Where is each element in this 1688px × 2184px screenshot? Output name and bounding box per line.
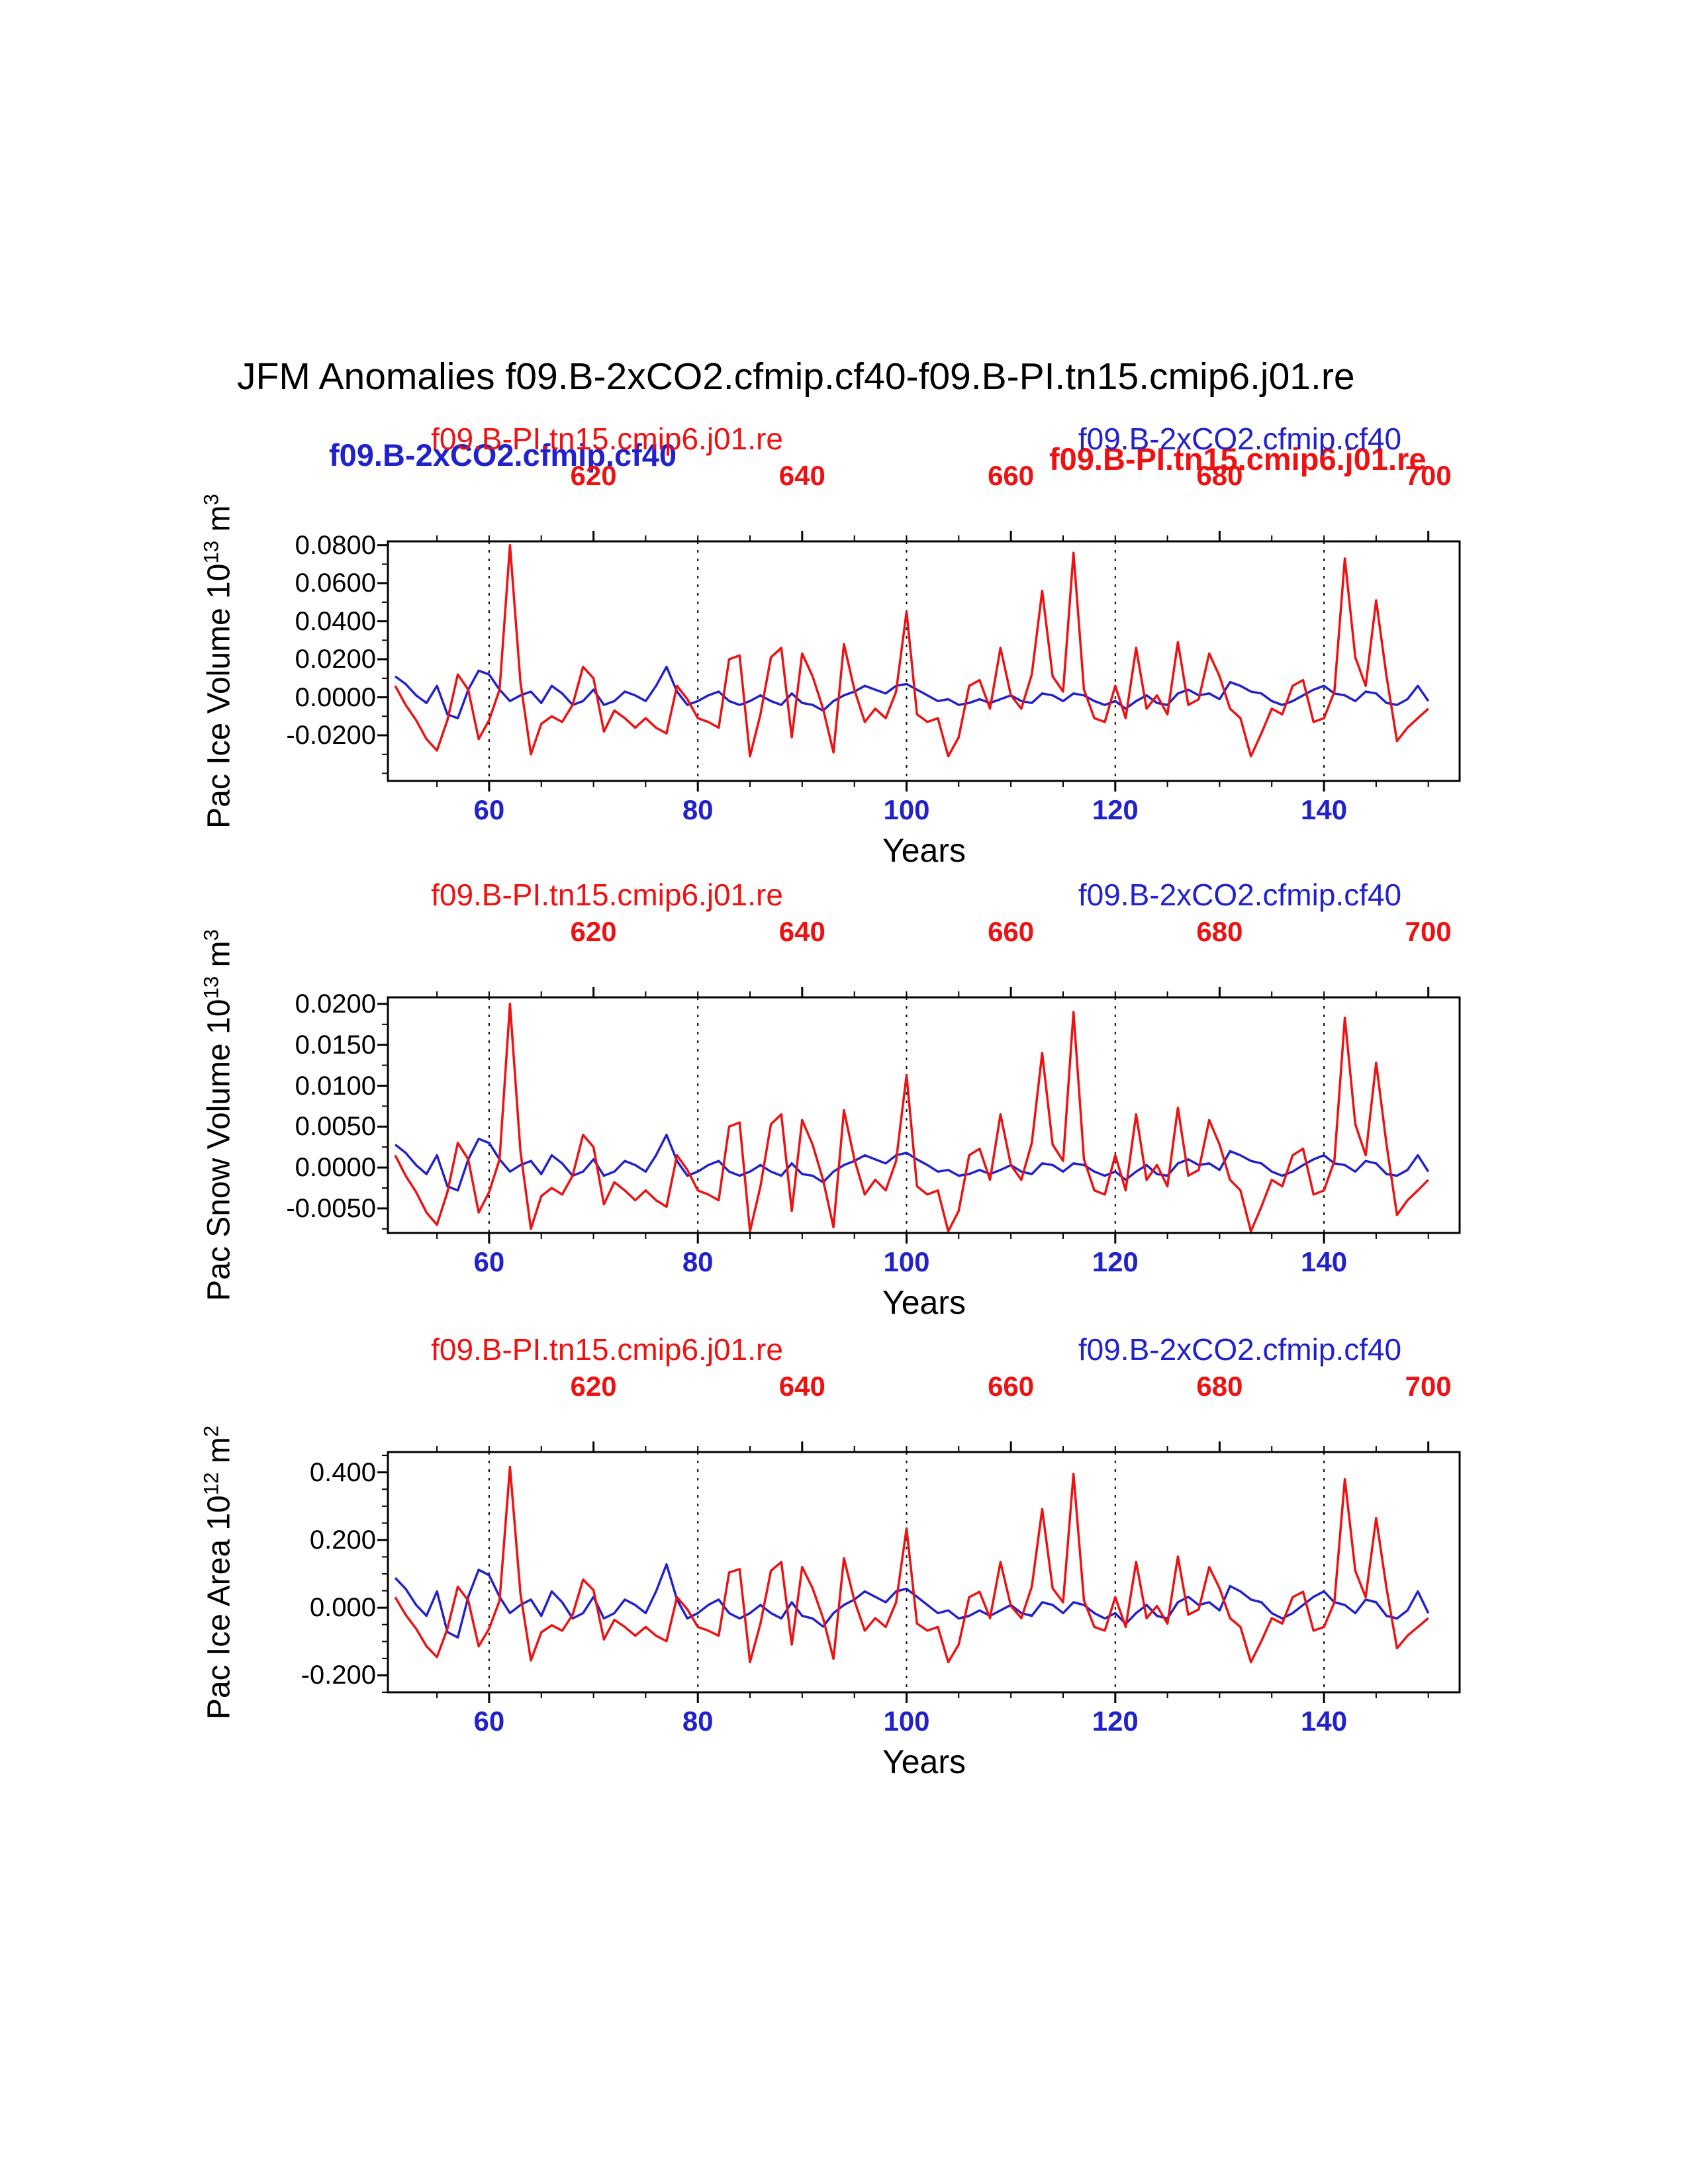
series-line-red bbox=[394, 1465, 1429, 1664]
overlay-label-2xco2-bold: f09.B-2xCO2.cfmip.cf40 bbox=[329, 437, 677, 473]
x-tick-label-bottom: 60 bbox=[473, 1706, 505, 1737]
x-tick-label-bottom: 60 bbox=[473, 1246, 505, 1277]
series-label-red-panel3: f09.B-PI.tn15.cmip6.j01.re bbox=[431, 1332, 783, 1367]
x-tick-label-top: 700 bbox=[1405, 460, 1452, 491]
series-line-red bbox=[394, 543, 1429, 758]
x-axis-label-panel3: Years bbox=[882, 1743, 966, 1780]
y-axis-label-unit-exponent: 3 bbox=[199, 494, 223, 506]
y-tick-label: 0.0000 bbox=[295, 682, 376, 712]
x-tick-label-bottom: 140 bbox=[1301, 794, 1348, 825]
y-tick-label: 0.0400 bbox=[295, 606, 376, 636]
series-line-blue bbox=[394, 1133, 1430, 1192]
series-label-red-panel1: f09.B-PI.tn15.cmip6.j01.re bbox=[431, 422, 783, 456]
x-tick-label-top: 680 bbox=[1196, 1371, 1243, 1402]
x-tick-label-bottom: 140 bbox=[1301, 1246, 1348, 1277]
y-axis-label-unit-exponent: 2 bbox=[199, 1425, 223, 1437]
y-tick-label: 0.0200 bbox=[295, 989, 376, 1019]
x-tick-label-top: 620 bbox=[570, 1371, 617, 1402]
x-tick-label-bottom: 80 bbox=[682, 1246, 714, 1277]
overlay-label-pi-bold: f09.B-PI.tn15.cmip6.j01.re bbox=[1049, 441, 1427, 477]
x-tick-label-top: 660 bbox=[988, 1371, 1035, 1402]
x-tick-label-bottom: 80 bbox=[682, 794, 714, 825]
y-tick-label: 0.000 bbox=[309, 1593, 376, 1623]
x-tick-label-top: 620 bbox=[570, 916, 617, 947]
plot-box bbox=[387, 540, 1461, 782]
x-tick-label-bottom: 120 bbox=[1092, 794, 1139, 825]
y-tick-label: 0.0200 bbox=[295, 645, 376, 674]
plot-area-panel2 bbox=[377, 987, 1461, 1244]
x-tick-label-bottom: 60 bbox=[473, 794, 505, 825]
x-tick-label-top: 640 bbox=[778, 916, 825, 947]
x-axis-label-panel1: Years bbox=[882, 832, 966, 869]
y-tick-label: 0.0150 bbox=[295, 1030, 376, 1060]
plot-box bbox=[387, 996, 1461, 1234]
series-label-blue-panel3: f09.B-2xCO2.cfmip.cf40 bbox=[1078, 1332, 1402, 1367]
y-tick-label: 0.0100 bbox=[295, 1071, 376, 1101]
y-tick-label: 0.0800 bbox=[295, 530, 376, 560]
x-tick-label-top: 660 bbox=[988, 460, 1035, 491]
x-tick-label-bottom: 80 bbox=[682, 1706, 714, 1737]
y-tick-label: -0.0050 bbox=[286, 1193, 376, 1223]
plot-box bbox=[387, 1451, 1461, 1694]
series-label-red-panel2: f09.B-PI.tn15.cmip6.j01.re bbox=[431, 878, 783, 912]
x-tick-label-top: 660 bbox=[988, 916, 1035, 947]
series-label-blue-panel2: f09.B-2xCO2.cfmip.cf40 bbox=[1078, 878, 1402, 912]
y-axis-label-unit-exponent: 3 bbox=[199, 929, 223, 941]
series-label-blue-panel1: f09.B-2xCO2.cfmip.cf40 bbox=[1078, 422, 1402, 456]
x-tick-label-bottom: 140 bbox=[1301, 1706, 1348, 1737]
figure-title: JFM Anomalies f09.B-2xCO2.cfmip.cf40-f09… bbox=[237, 355, 1355, 398]
x-tick-label-top: 640 bbox=[778, 460, 825, 491]
x-tick-label-top: 700 bbox=[1405, 1371, 1452, 1402]
series-line-blue bbox=[394, 665, 1430, 719]
x-tick-label-top: 620 bbox=[570, 460, 617, 491]
y-tick-label: 0.0050 bbox=[295, 1112, 376, 1142]
x-tick-label-top: 680 bbox=[1196, 460, 1243, 491]
x-tick-label-bottom: 100 bbox=[883, 1246, 930, 1277]
x-tick-label-top: 640 bbox=[778, 1371, 825, 1402]
plot-area-panel1 bbox=[377, 531, 1461, 792]
y-axis-label-unit: m bbox=[201, 940, 237, 976]
series-line-blue bbox=[394, 1563, 1430, 1639]
x-tick-label-top: 700 bbox=[1405, 916, 1452, 947]
y-tick-label: -0.0200 bbox=[286, 721, 376, 751]
x-axis-label-panel2: Years bbox=[882, 1284, 966, 1321]
x-tick-label-bottom: 120 bbox=[1092, 1246, 1139, 1277]
plot-area-panel3 bbox=[377, 1441, 1461, 1703]
series-line-red bbox=[394, 1003, 1429, 1233]
y-tick-label: -0.200 bbox=[301, 1661, 376, 1690]
x-tick-label-top: 680 bbox=[1196, 916, 1243, 947]
y-tick-label: 0.0600 bbox=[295, 569, 376, 598]
y-tick-label: 0.400 bbox=[309, 1457, 376, 1487]
y-tick-label: 0.200 bbox=[309, 1525, 376, 1555]
y-tick-label: 0.0000 bbox=[295, 1153, 376, 1183]
x-tick-label-bottom: 100 bbox=[883, 794, 930, 825]
x-tick-label-bottom: 100 bbox=[883, 1706, 930, 1737]
x-tick-label-bottom: 120 bbox=[1092, 1706, 1139, 1737]
